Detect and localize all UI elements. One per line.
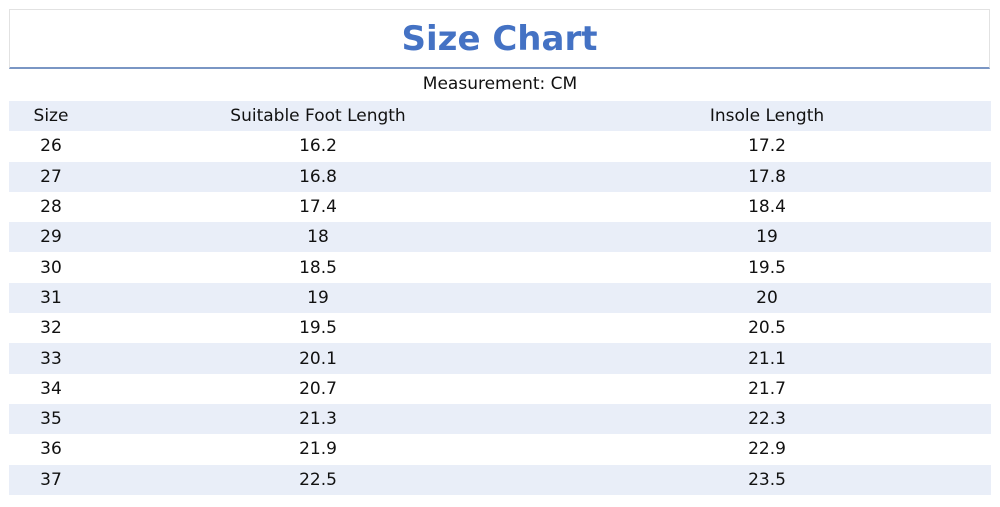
table-cell: 36 xyxy=(40,439,62,460)
table-row: 34 20.7 21.7 xyxy=(9,374,991,404)
column-header: Suitable Foot Length xyxy=(230,106,406,127)
table-cell: 26 xyxy=(40,136,62,157)
table-row: 36 21.9 22.9 xyxy=(9,434,991,464)
table-cell: 17.4 xyxy=(299,197,337,218)
table-cell: 28 xyxy=(40,197,62,218)
table-row: 29 18 19 xyxy=(9,222,991,253)
size-table: Size Suitable Foot Length Insole Length 26 1… xyxy=(9,101,991,495)
table-cell: 19 xyxy=(307,287,329,308)
table-row: 31 19 20 xyxy=(9,282,991,314)
table-cell: 23.5 xyxy=(748,469,786,490)
table-cell: 21.1 xyxy=(748,348,786,369)
table-cell: 33 xyxy=(40,348,62,369)
table-cell: 27 xyxy=(40,166,62,187)
column-header: Size xyxy=(33,106,69,127)
table-row: 32 19.5 20.5 xyxy=(9,313,991,343)
table-cell: 30 xyxy=(40,257,62,278)
table-cell: 22.5 xyxy=(299,469,337,490)
table-header-row: Size Suitable Foot Length Insole Length xyxy=(9,101,991,132)
table-cell: 16.2 xyxy=(299,136,337,157)
table-cell: 29 xyxy=(40,227,62,248)
table-cell: 37 xyxy=(40,469,62,490)
table-cell: 21.9 xyxy=(299,439,337,460)
table-cell: 31 xyxy=(40,287,62,308)
table-cell: 35 xyxy=(40,409,62,430)
table-cell: 17.8 xyxy=(748,166,786,187)
column-header: Insole Length xyxy=(709,106,825,127)
table-cell: 18 xyxy=(307,227,329,248)
table-row: 26 16.2 17.2 xyxy=(9,131,991,161)
title-box: Size Chart xyxy=(9,9,990,69)
table-cell: 22.9 xyxy=(748,439,786,460)
measurement-unit: Measurement: CM xyxy=(422,74,578,94)
table-row: 28 17.4 18.4 xyxy=(9,192,991,222)
table-cell: 20.5 xyxy=(748,318,786,339)
table-cell: 18.4 xyxy=(748,197,786,218)
table-row: 27 16.8 17.8 xyxy=(9,161,991,192)
table-cell: 17.2 xyxy=(748,136,786,157)
table-cell: 16.8 xyxy=(299,166,337,187)
table-cell: 19.5 xyxy=(299,318,337,339)
table-cell: 22.3 xyxy=(748,409,786,430)
table-row: 30 18.5 19.5 xyxy=(9,252,991,282)
table-cell: 34 xyxy=(40,378,62,399)
table-cell: 32 xyxy=(40,318,62,339)
table-row: 35 21.3 22.3 xyxy=(9,403,991,435)
table-cell: 18.5 xyxy=(299,257,337,278)
table-cell: 21.3 xyxy=(299,409,337,430)
table-cell: 20.7 xyxy=(299,378,337,399)
table-cell: 21.7 xyxy=(748,378,786,399)
page-title: Size Chart xyxy=(401,18,598,59)
table-cell: 20.1 xyxy=(299,348,337,369)
table-cell: 19 xyxy=(756,227,778,248)
table-row: 37 22.5 23.5 xyxy=(9,464,991,495)
table-row: 33 20.1 21.1 xyxy=(9,343,991,374)
table-cell: 19.5 xyxy=(748,257,786,278)
table-cell: 20 xyxy=(756,287,778,308)
